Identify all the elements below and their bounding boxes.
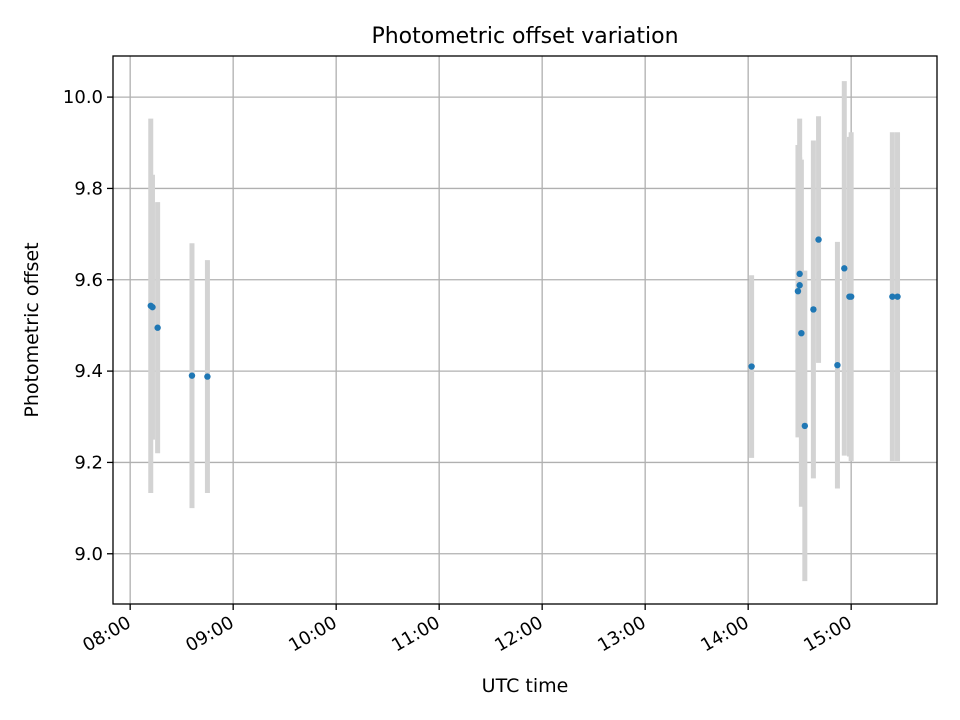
y-axis-label: Photometric offset [21,242,43,417]
y-tick-label: 9.6 [74,270,103,291]
y-tick-label: 9.4 [74,361,103,382]
data-point [841,265,848,272]
y-tick-label: 10.0 [63,87,103,108]
data-point [796,282,803,289]
y-tick-label: 9.8 [74,178,103,199]
data-point [815,236,822,243]
y-tick-label: 9.2 [74,452,103,473]
data-point [810,306,817,313]
data-point [894,293,901,300]
data-point [798,329,805,337]
data-points [147,236,901,430]
x-axis-label: UTC time [482,675,569,697]
data-point [847,293,855,300]
data-point [154,324,161,331]
data-point [801,422,809,430]
data-point [204,373,211,380]
plot-frame [112,55,938,605]
data-point [834,361,841,369]
y-tick-label: 9.0 [74,544,103,565]
data-point [748,363,755,370]
data-point [796,270,803,278]
data-point [188,372,196,379]
chart-title: Photometric offset variation [371,24,678,49]
data-point [889,293,896,300]
data-point [794,287,802,295]
data-point [149,303,156,311]
